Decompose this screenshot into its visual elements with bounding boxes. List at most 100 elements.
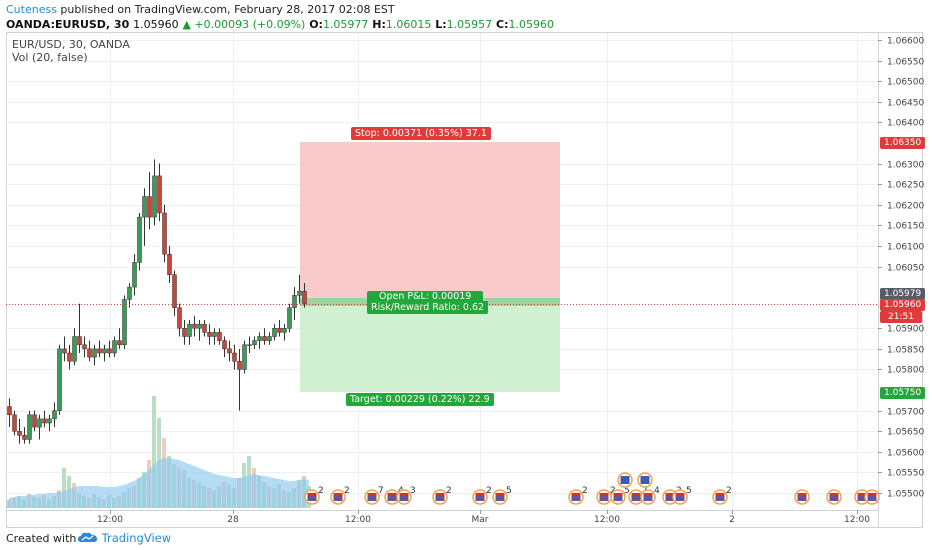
event-markers[interactable]: 2274322522574252: [304, 472, 880, 505]
us-flag-icon[interactable]: 7: [364, 486, 384, 505]
series-legend: EUR/USD, 30, OANDA: [12, 38, 130, 51]
us-flag-icon[interactable]: 5: [492, 486, 512, 505]
candlesticks[interactable]: [7, 159, 307, 444]
stop-zone[interactable]: [300, 142, 560, 298]
flag-stripe: [631, 496, 641, 498]
flag-stripe: [571, 496, 581, 498]
us-flag-icon[interactable]: 3: [396, 486, 416, 505]
candle-up[interactable]: [152, 175, 157, 218]
target-label[interactable]: Target: 0.00229 (0.22%) 22.9: [346, 393, 494, 406]
candle-down[interactable]: [222, 340, 227, 350]
candle-up[interactable]: [137, 216, 142, 263]
candle-up[interactable]: [267, 336, 272, 341]
price-tick-label: 1.06550: [887, 58, 924, 68]
candle-down[interactable]: [192, 323, 197, 329]
candle-down[interactable]: [162, 212, 167, 255]
candle-up[interactable]: [197, 323, 202, 329]
candle-down[interactable]: [202, 323, 207, 333]
candle-down[interactable]: [82, 344, 87, 350]
price-tick-label: 1.06450: [887, 99, 924, 109]
us-flag-icon[interactable]: [794, 489, 810, 505]
candle-down[interactable]: [167, 253, 172, 275]
candle-up[interactable]: [57, 348, 62, 411]
candle-down[interactable]: [207, 332, 212, 337]
us-flag-icon[interactable]: [826, 489, 842, 505]
candle-down[interactable]: [67, 352, 72, 362]
candle-down[interactable]: [262, 336, 267, 341]
candle-down[interactable]: [277, 328, 282, 333]
candle-up[interactable]: [37, 418, 42, 428]
stop-label[interactable]: Stop: 0.00371 (0.35%) 37.1: [351, 127, 491, 140]
price-chart[interactable]: 2274322522574252 1.066001.065501.065001.…: [0, 0, 932, 528]
us-flag-icon[interactable]: 2: [712, 486, 732, 505]
tradingview-logo[interactable]: TradingView: [78, 531, 171, 545]
candle-down[interactable]: [217, 332, 222, 341]
candle-down[interactable]: [12, 414, 17, 432]
candle-up[interactable]: [72, 336, 77, 362]
candle-down[interactable]: [62, 348, 67, 354]
candle-up[interactable]: [212, 332, 217, 337]
candle-down[interactable]: [87, 348, 92, 358]
candle-down[interactable]: [232, 352, 237, 362]
candle-down[interactable]: [32, 414, 37, 428]
candle-up[interactable]: [47, 418, 52, 424]
candle-down[interactable]: [22, 435, 27, 440]
candle-up[interactable]: [247, 344, 252, 346]
us-flag-icon[interactable]: 5: [672, 486, 692, 505]
candle-down[interactable]: [157, 175, 162, 214]
us-flag-icon[interactable]: 5: [610, 486, 630, 505]
candle-down[interactable]: [117, 340, 122, 345]
candle-down[interactable]: [7, 406, 12, 416]
target-zone[interactable]: [300, 306, 560, 392]
flag-canton: [640, 476, 650, 484]
candle-down[interactable]: [77, 336, 82, 345]
candle-down[interactable]: [172, 274, 177, 308]
candle-down[interactable]: [177, 307, 182, 329]
candle-down[interactable]: [302, 290, 307, 304]
open-value: 1.05977: [322, 18, 369, 31]
flag-stripe: [643, 494, 653, 496]
us-flag-icon[interactable]: 2: [432, 486, 452, 505]
pnl-label: Open P&L: 0.00019: [367, 291, 484, 302]
us-flag-icon[interactable]: 2: [568, 486, 588, 505]
us-flag-icon[interactable]: 2: [330, 486, 350, 505]
candle-down[interactable]: [182, 328, 187, 337]
candle-up[interactable]: [112, 340, 117, 354]
candle-down[interactable]: [42, 418, 47, 424]
candle-up[interactable]: [257, 336, 262, 341]
candle-down[interactable]: [107, 348, 112, 354]
candle-up[interactable]: [122, 299, 127, 345]
flag-count: 2: [318, 486, 324, 496]
price-tick-label: 1.06500: [887, 78, 924, 88]
us-flag-icon[interactable]: [617, 472, 633, 488]
us-flag-icon[interactable]: 4: [640, 486, 660, 505]
candle-up[interactable]: [142, 196, 147, 218]
us-flag-icon[interactable]: [637, 472, 653, 488]
candle-up[interactable]: [132, 262, 137, 288]
candle-up[interactable]: [292, 295, 297, 308]
candle-up[interactable]: [187, 323, 192, 337]
candle-down[interactable]: [97, 348, 102, 354]
us-flag-icon[interactable]: 2: [472, 486, 492, 505]
candle-up[interactable]: [27, 414, 32, 440]
price-tick-label: 1.05700: [887, 408, 924, 418]
candle-up[interactable]: [92, 348, 97, 358]
candle-up[interactable]: [297, 290, 302, 296]
candle-up[interactable]: [272, 328, 277, 337]
us-flag-icon[interactable]: [864, 489, 880, 505]
candle-down[interactable]: [237, 360, 242, 370]
candle-up[interactable]: [102, 348, 107, 354]
candle-down[interactable]: [227, 348, 232, 354]
candle-up[interactable]: [242, 344, 247, 370]
candle-up[interactable]: [52, 410, 57, 420]
us-flag-icon[interactable]: 2: [304, 486, 324, 505]
candle-up[interactable]: [287, 307, 292, 329]
candle-down[interactable]: [147, 196, 152, 218]
candle-up[interactable]: [252, 340, 257, 345]
author-link[interactable]: Cuteness: [6, 3, 57, 16]
position-zones[interactable]: [300, 142, 560, 392]
candle-up[interactable]: [127, 286, 132, 300]
candle-up[interactable]: [282, 328, 287, 333]
candle-down[interactable]: [17, 430, 22, 436]
publish-line: Cuteness published on TradingView.com, F…: [6, 3, 395, 16]
